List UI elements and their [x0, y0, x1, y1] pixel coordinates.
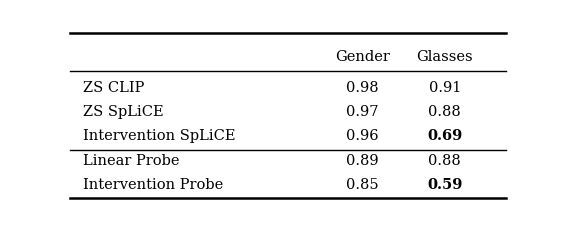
Text: 0.96: 0.96: [346, 129, 378, 143]
Text: 0.91: 0.91: [429, 80, 461, 95]
Text: Intervention SpLiCE: Intervention SpLiCE: [83, 129, 236, 143]
Text: Linear Probe: Linear Probe: [83, 154, 180, 168]
Text: 0.89: 0.89: [346, 154, 378, 168]
Text: ZS SpLiCE: ZS SpLiCE: [83, 105, 164, 119]
Text: Glasses: Glasses: [416, 50, 473, 64]
Text: Gender: Gender: [334, 50, 389, 64]
Text: 0.85: 0.85: [346, 178, 378, 192]
Text: 0.88: 0.88: [428, 154, 461, 168]
Text: ZS CLIP: ZS CLIP: [83, 80, 144, 95]
Text: Intervention Probe: Intervention Probe: [83, 178, 224, 192]
Text: 0.97: 0.97: [346, 105, 378, 119]
Text: 0.69: 0.69: [427, 129, 463, 143]
Text: 0.98: 0.98: [346, 80, 378, 95]
Text: 0.88: 0.88: [428, 105, 461, 119]
Text: 0.59: 0.59: [427, 178, 463, 192]
